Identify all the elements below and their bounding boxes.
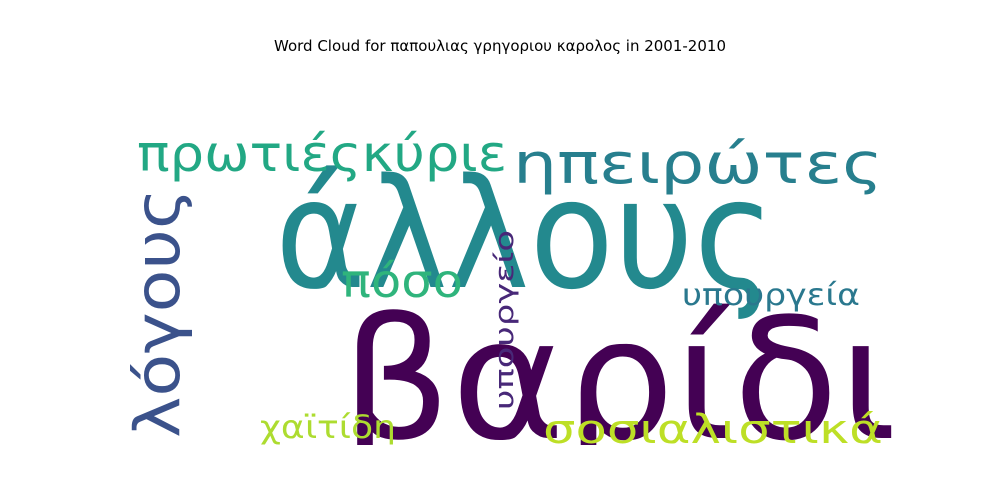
word-0: άλλους — [275, 146, 775, 323]
word-5: πόσο — [341, 254, 463, 308]
word-7: υπουργεία — [682, 278, 860, 313]
word-cloud: άλλουςβαρίδια ηπειρώτεςπρωτιέςκύριελόγους… — [130, 65, 895, 445]
word-cloud-canvas: άλλουςβαρίδια ηπειρώτεςπρωτιέςκύριελόγους… — [130, 125, 895, 445]
word-9: χαϊτίδη — [260, 408, 396, 445]
word-2: ηπειρώτες — [513, 132, 883, 197]
word-4: λόγους — [130, 188, 194, 438]
chart-title: Word Cloud for παπουλιας γρηγοριου καρολ… — [274, 37, 726, 55]
word-6: σοσιαλιστικά — [543, 407, 883, 445]
word-3: πρωτιέςκύριε — [137, 125, 507, 183]
word-8: υπουργείο — [490, 230, 520, 410]
word-1: βαρίδια — [341, 282, 895, 445]
